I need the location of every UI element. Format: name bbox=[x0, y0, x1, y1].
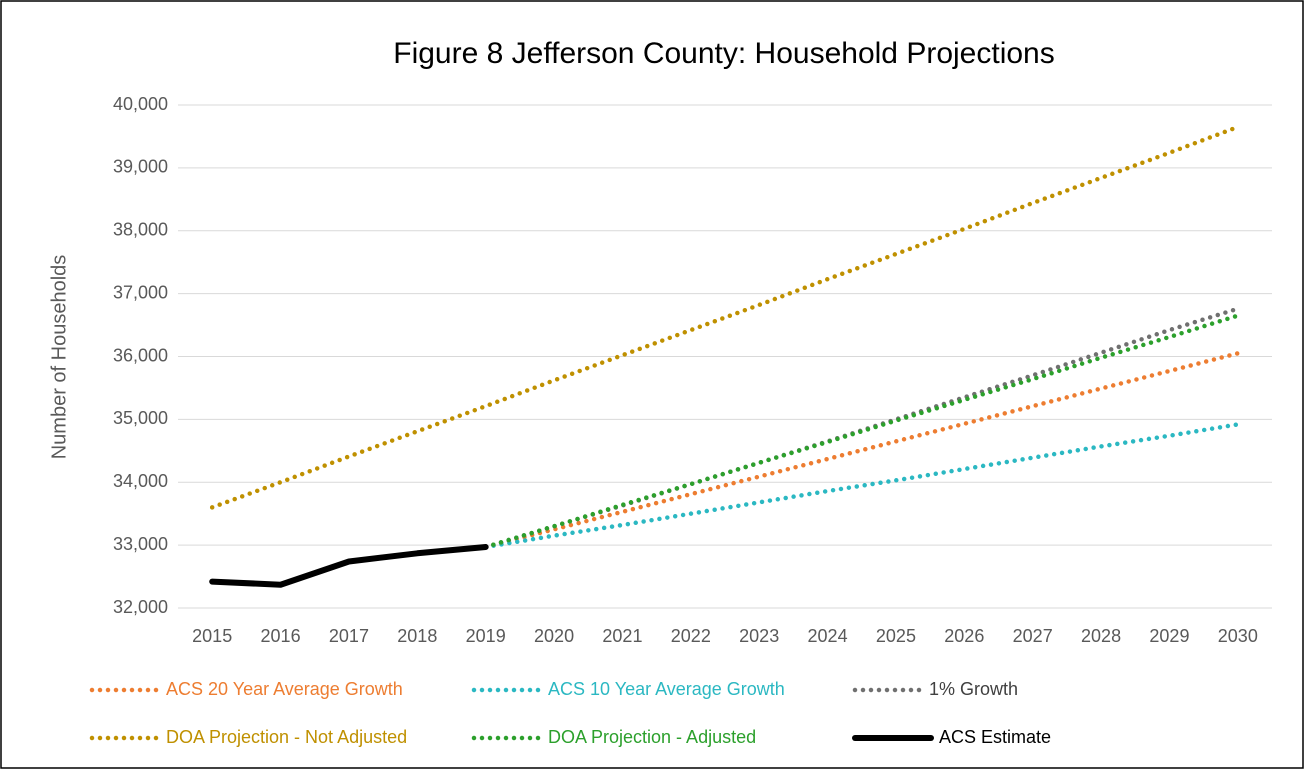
x-tick-label: 2018 bbox=[397, 626, 437, 646]
x-tick-label: 2025 bbox=[876, 626, 916, 646]
y-tick-label: 39,000 bbox=[113, 157, 168, 177]
series-line bbox=[483, 351, 1241, 550]
x-tick-label: 2020 bbox=[534, 626, 574, 646]
series-line bbox=[483, 422, 1241, 550]
x-tick-label: 2015 bbox=[192, 626, 232, 646]
y-tick-label: 34,000 bbox=[113, 471, 168, 491]
series-line bbox=[209, 124, 1241, 510]
legend-label: 1% Growth bbox=[929, 679, 1018, 699]
x-tick-label: 2019 bbox=[466, 626, 506, 646]
y-tick-label: 32,000 bbox=[113, 597, 168, 617]
x-tick-label: 2022 bbox=[671, 626, 711, 646]
x-tick-label: 2026 bbox=[944, 626, 984, 646]
x-tick-label: 2029 bbox=[1149, 626, 1189, 646]
y-tick-label: 35,000 bbox=[113, 408, 168, 428]
x-tick-label: 2027 bbox=[1013, 626, 1053, 646]
x-tick-label: 2021 bbox=[602, 626, 642, 646]
legend-label: DOA Projection - Adjusted bbox=[548, 727, 756, 747]
x-tick-label: 2030 bbox=[1218, 626, 1258, 646]
legend-label: ACS Estimate bbox=[939, 727, 1051, 747]
y-tick-label: 37,000 bbox=[113, 282, 168, 302]
series-line bbox=[209, 544, 489, 588]
x-tick-label: 2017 bbox=[329, 626, 369, 646]
y-axis-label: Number of Households bbox=[48, 255, 70, 460]
legend-label: ACS 10 Year Average Growth bbox=[548, 679, 785, 699]
y-tick-label: 36,000 bbox=[113, 345, 168, 365]
y-tick-label: 38,000 bbox=[113, 220, 168, 240]
x-tick-label: 2016 bbox=[261, 626, 301, 646]
series-line bbox=[483, 313, 1241, 550]
x-tick-label: 2024 bbox=[808, 626, 848, 646]
x-tick-label: 2023 bbox=[739, 626, 779, 646]
y-tick-label: 33,000 bbox=[113, 534, 168, 554]
legend-label: ACS 20 Year Average Growth bbox=[166, 679, 403, 699]
chart-title: Figure 8 Jefferson County: Household Pro… bbox=[393, 37, 1054, 70]
x-tick-label: 2028 bbox=[1081, 626, 1121, 646]
legend-label: DOA Projection - Not Adjusted bbox=[166, 727, 407, 747]
y-tick-label: 40,000 bbox=[113, 94, 168, 114]
